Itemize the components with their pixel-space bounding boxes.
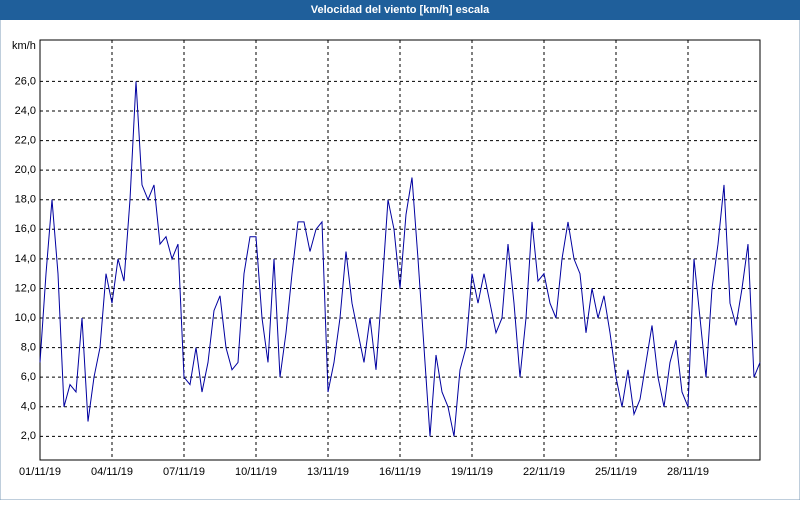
y-tick-label: 2,0 <box>21 430 36 442</box>
x-tick-label: 04/11/19 <box>91 466 133 478</box>
x-tick-label: 13/11/19 <box>307 466 349 478</box>
y-tick-label: 20,0 <box>15 164 36 176</box>
title-bar <box>0 0 800 20</box>
x-tick-label: 01/11/19 <box>19 466 61 478</box>
x-tick-label: 10/11/19 <box>235 466 277 478</box>
data-line <box>39 81 761 437</box>
x-tick-label: 22/11/19 <box>523 466 565 478</box>
plot-frame <box>39 39 761 461</box>
y-tick-label: 22,0 <box>15 134 36 146</box>
x-tick-label: 19/11/19 <box>451 466 493 478</box>
x-tick-label: 28/11/19 <box>667 466 709 478</box>
y-tick-label: 26,0 <box>15 75 36 87</box>
x-tick-label: 07/11/19 <box>163 466 205 478</box>
y-tick-label: 24,0 <box>15 105 36 117</box>
y-tick-label: 4,0 <box>21 401 36 413</box>
y-tick-label: 16,0 <box>15 223 36 235</box>
y-tick-label: 14,0 <box>15 253 36 265</box>
grid <box>39 40 760 460</box>
y-tick-label: 12,0 <box>15 282 36 294</box>
chart-title: Velocidad del viento [km/h] escala <box>311 4 490 16</box>
y-tick-label: 18,0 <box>15 194 36 206</box>
y-tick-label: 8,0 <box>21 342 36 354</box>
x-tick-label: 25/11/19 <box>595 466 637 478</box>
y-tick-label: 6,0 <box>21 371 36 383</box>
y-axis-label: km/h <box>12 40 36 52</box>
y-tick-label: 10,0 <box>15 312 36 324</box>
x-tick-label: 16/11/19 <box>379 466 421 478</box>
